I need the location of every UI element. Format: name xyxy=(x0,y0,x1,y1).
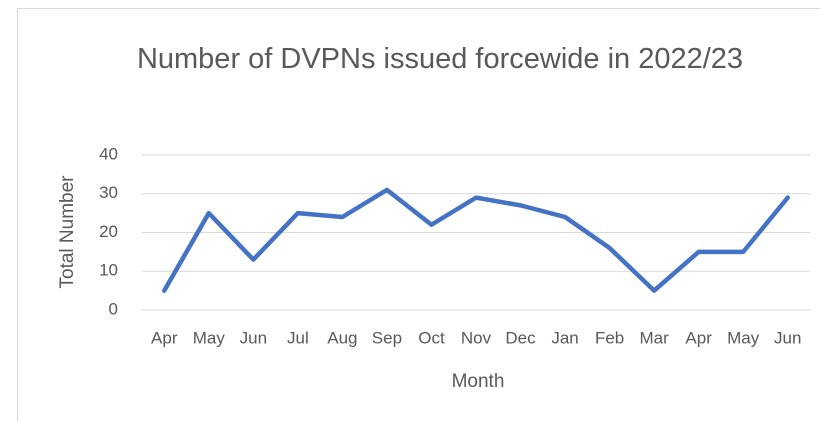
x-tick-label: Jul xyxy=(287,328,309,347)
x-tick-label: Jun xyxy=(774,328,801,347)
x-axis-label: Month xyxy=(452,371,505,392)
y-tick-label: 40 xyxy=(99,144,118,163)
x-tick-label: Jun xyxy=(240,328,267,347)
y-tick-label: 0 xyxy=(109,299,118,318)
chart-title: Number of DVPNs issued forcewide in 2022… xyxy=(136,43,744,75)
x-tick-label: Sep xyxy=(372,328,402,347)
x-tick-label: Oct xyxy=(418,328,445,347)
x-tick-label: May xyxy=(727,328,760,347)
x-tick-label: May xyxy=(193,328,226,347)
chart-border xyxy=(17,8,820,421)
y-tick-label: 30 xyxy=(99,183,118,202)
y-tick-label: 20 xyxy=(99,222,118,241)
x-tick-label: Aug xyxy=(327,328,357,347)
data-line xyxy=(162,187,790,293)
y-axis-label: Total Number xyxy=(57,175,78,289)
y-tick-label: 10 xyxy=(99,261,118,280)
x-tick-label: Nov xyxy=(461,328,492,347)
x-tick-label: Feb xyxy=(595,328,624,347)
x-tick-label: Dec xyxy=(505,328,536,347)
x-tick-label: Apr xyxy=(151,328,178,347)
x-tick-label: Jan xyxy=(551,328,578,347)
x-tick-label: Apr xyxy=(685,328,712,347)
x-tick-label: Mar xyxy=(639,328,669,347)
